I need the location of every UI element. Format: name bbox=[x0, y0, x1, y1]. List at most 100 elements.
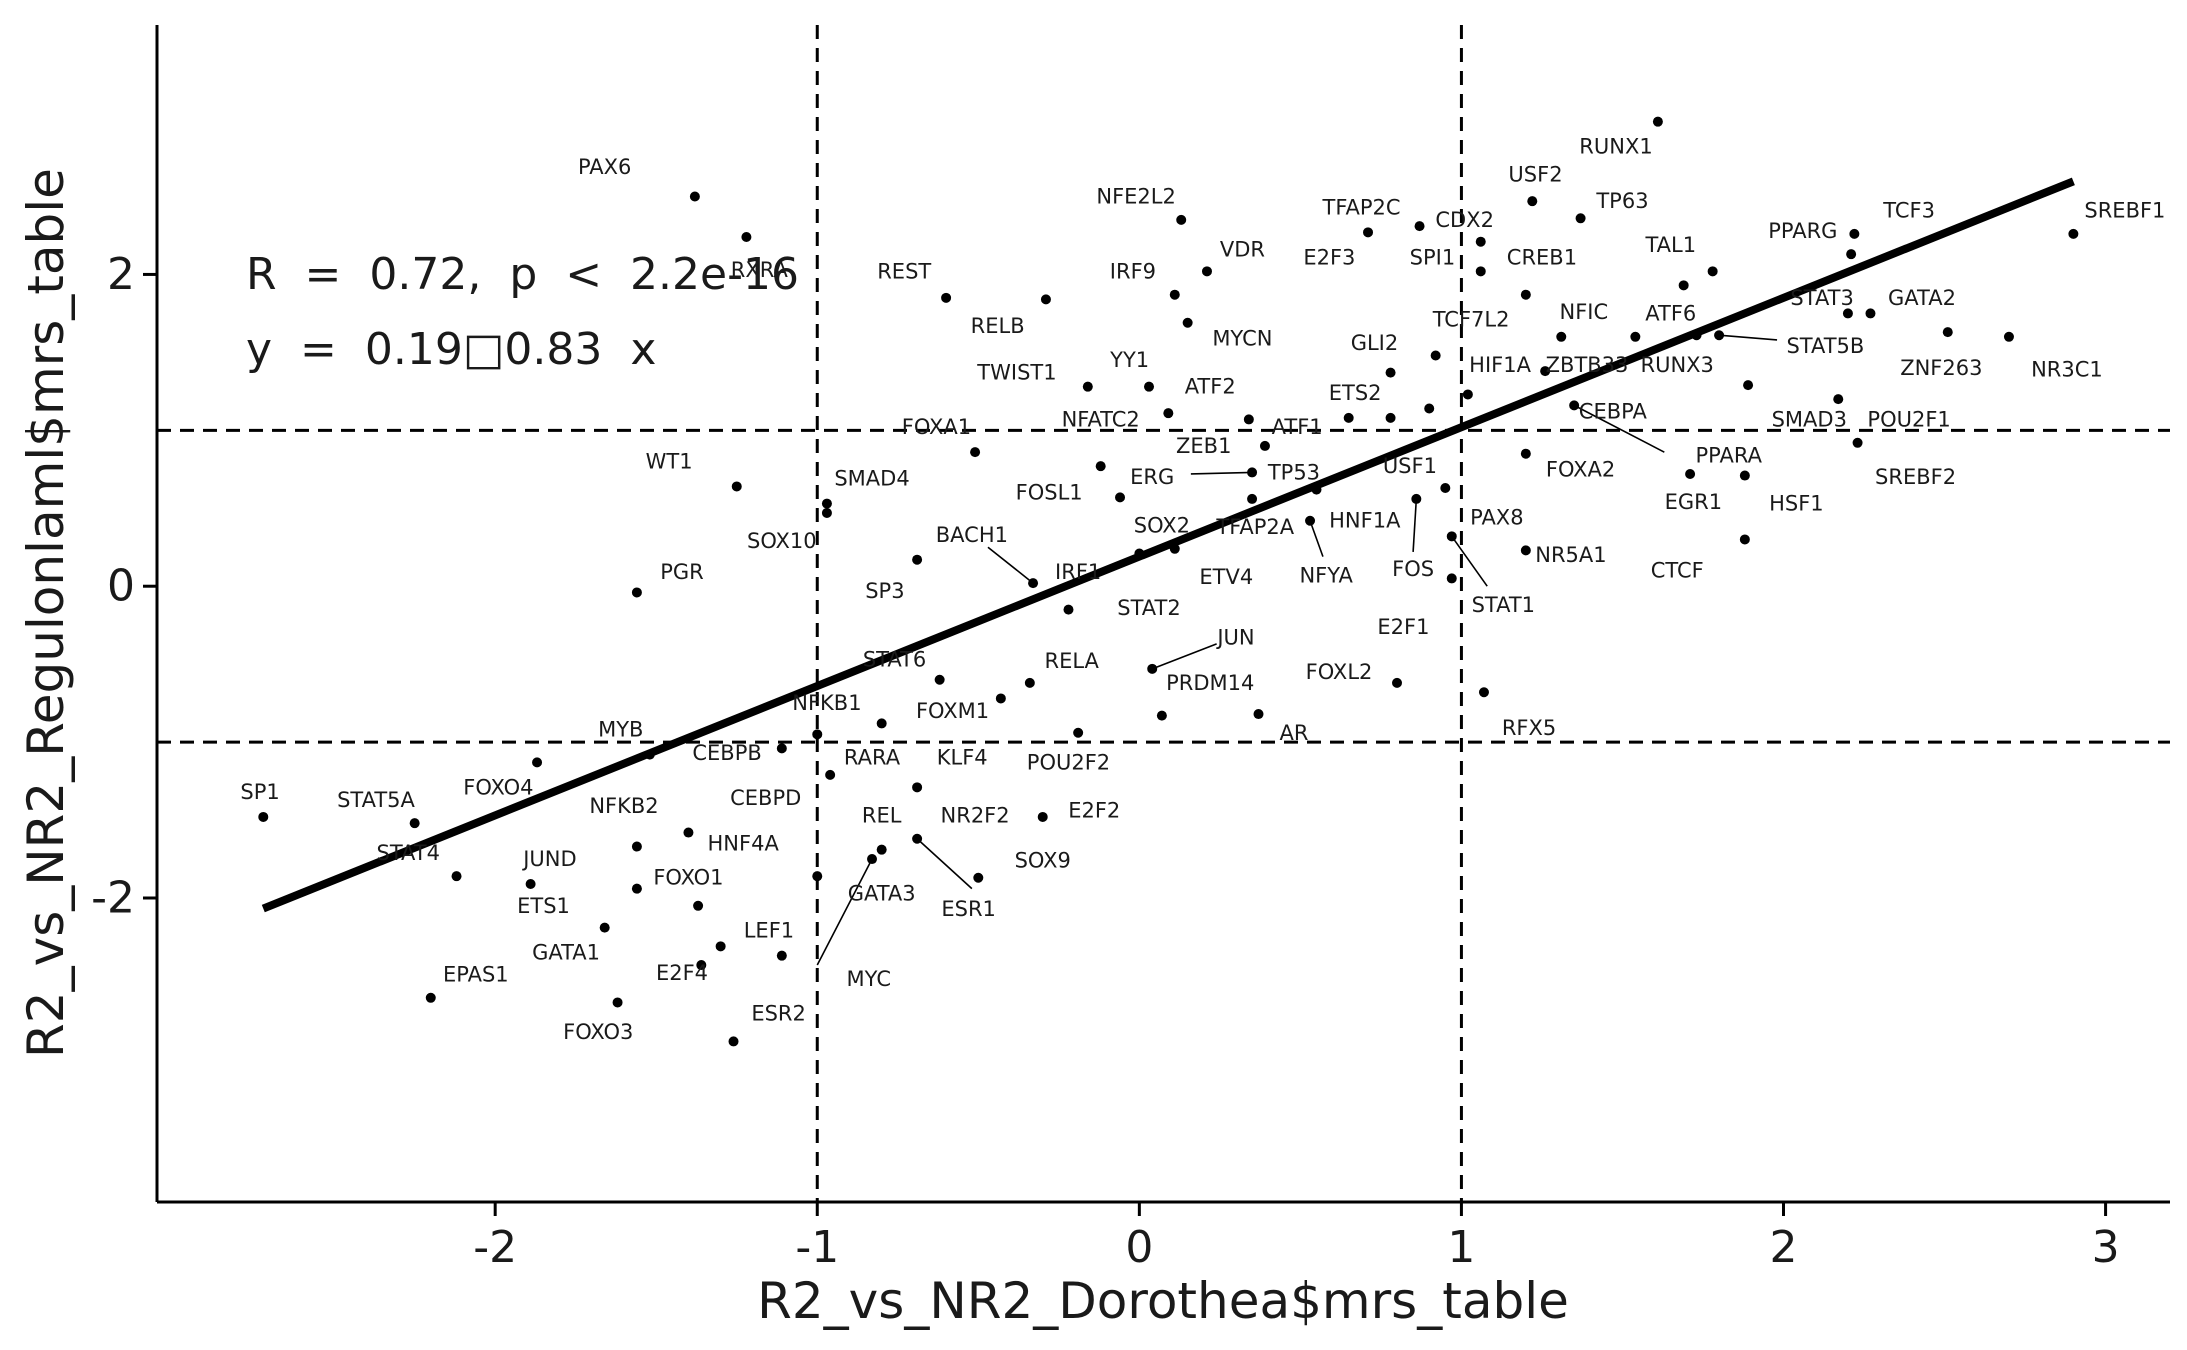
label-cebpa: CEBPA bbox=[1579, 400, 1648, 424]
label-nfya: NFYA bbox=[1299, 563, 1353, 587]
point-srebf2 bbox=[1852, 437, 1863, 448]
point-zbtb33 bbox=[1540, 366, 1551, 377]
point-nr5a1 bbox=[1520, 545, 1531, 556]
regression-equation: y = 0.19□0.83 x bbox=[246, 324, 656, 375]
label-cebpd: CEBPD bbox=[730, 786, 801, 810]
point-foxo1 bbox=[631, 883, 642, 894]
point-pgr bbox=[631, 587, 642, 598]
data-points bbox=[258, 116, 2079, 1047]
label-zbtb33: ZBTB33 bbox=[1546, 353, 1629, 377]
point-gata2 bbox=[1865, 308, 1876, 319]
label-nr5a1: NR5A1 bbox=[1535, 543, 1606, 567]
label-srebf2: SREBF2 bbox=[1875, 465, 1956, 489]
label-nfatc2: NFATC2 bbox=[1062, 407, 1140, 431]
point-ets1 bbox=[599, 922, 610, 933]
label-znf263: ZNF263 bbox=[1900, 356, 1982, 380]
leader-line-5 bbox=[1309, 520, 1324, 557]
label-usf2: USF2 bbox=[1508, 163, 1562, 187]
label-fosl1: FOSL1 bbox=[1016, 481, 1083, 505]
point-gata3 bbox=[876, 844, 887, 855]
leader-line-4 bbox=[1190, 471, 1253, 475]
point-hsf1 bbox=[1743, 380, 1754, 391]
point-mycn bbox=[1182, 317, 1193, 328]
label-rara: RARA bbox=[844, 746, 901, 770]
point-esr1 bbox=[912, 833, 923, 844]
point-klf4 bbox=[1024, 677, 1035, 688]
point-nr3c1 bbox=[2003, 331, 2014, 342]
point-stat4 bbox=[451, 871, 462, 882]
point-sox10 bbox=[821, 507, 832, 518]
point-atf1 bbox=[1259, 440, 1270, 451]
label-stat3: STAT3 bbox=[1790, 286, 1853, 310]
point-pparg bbox=[1707, 266, 1718, 277]
point-e2f4 bbox=[683, 827, 694, 838]
leader-line-7 bbox=[1451, 535, 1488, 587]
point-e2f1 bbox=[1446, 573, 1457, 584]
leader-line-9 bbox=[1719, 334, 1778, 341]
leader-line-2 bbox=[916, 838, 973, 890]
point-zeb1 bbox=[1243, 414, 1254, 425]
label-mycn: MYCN bbox=[1212, 326, 1272, 350]
point-stat2 bbox=[1134, 548, 1145, 559]
point-pou2f1 bbox=[1846, 249, 1857, 260]
label-jun: JUN bbox=[1215, 626, 1254, 650]
label-rxra: RXRA bbox=[731, 258, 789, 282]
x-axis-ticks: -2 -1 0 1 2 3 bbox=[473, 1202, 2120, 1273]
point-znf263 bbox=[1942, 327, 1953, 338]
label-e2f3: E2F3 bbox=[1303, 245, 1355, 269]
label-hnf4a: HNF4A bbox=[708, 831, 780, 855]
point-fos bbox=[1411, 493, 1422, 504]
point-nfkb2 bbox=[631, 841, 642, 852]
point-lef1 bbox=[776, 950, 787, 961]
point-tp53 bbox=[1247, 493, 1258, 504]
point-rara bbox=[825, 769, 836, 780]
point-hnf1a bbox=[1424, 403, 1435, 414]
point-pax8 bbox=[1440, 483, 1451, 494]
label-srebf1: SREBF1 bbox=[2084, 199, 2165, 223]
label-lef1: LEF1 bbox=[744, 919, 794, 943]
point-vdr bbox=[1201, 266, 1212, 277]
point-prdm14 bbox=[1156, 710, 1167, 721]
label-gli2: GLI2 bbox=[1351, 331, 1399, 355]
point-tfap2a bbox=[1311, 484, 1322, 495]
point-rfx5 bbox=[1478, 687, 1489, 698]
label-runx3: RUNX3 bbox=[1641, 353, 1714, 377]
label-leader-lines bbox=[816, 334, 1778, 966]
label-prdm14: PRDM14 bbox=[1166, 671, 1254, 695]
point-e2f2 bbox=[1037, 811, 1048, 822]
label-sox10: SOX10 bbox=[747, 529, 817, 553]
label-fos: FOS bbox=[1392, 557, 1434, 581]
point-tcf3 bbox=[1849, 228, 1860, 239]
label-wt1: WT1 bbox=[646, 450, 693, 474]
point-twist1 bbox=[1082, 381, 1093, 392]
leader-line-8 bbox=[1573, 404, 1665, 453]
point-creb1 bbox=[1520, 289, 1531, 300]
label-sox9: SOX9 bbox=[1015, 849, 1071, 873]
x-tick-label: 2 bbox=[1770, 1222, 1798, 1273]
label-sox2: SOX2 bbox=[1134, 513, 1190, 537]
point-hnf4a bbox=[715, 941, 726, 952]
label-egr1: EGR1 bbox=[1665, 490, 1723, 514]
label-foxa1: FOXA1 bbox=[902, 415, 971, 439]
label-stat4: STAT4 bbox=[376, 841, 439, 865]
leader-line-1 bbox=[816, 858, 873, 966]
point-epas1 bbox=[425, 992, 436, 1003]
y-tick-label: 0 bbox=[107, 561, 135, 612]
label-atf6: ATF6 bbox=[1645, 301, 1696, 325]
point-jund bbox=[525, 878, 536, 889]
label-nfkb1: NFKB1 bbox=[792, 691, 861, 715]
point-foxo3 bbox=[696, 960, 707, 971]
point-hif1a bbox=[1462, 389, 1473, 400]
label-epas1: EPAS1 bbox=[443, 962, 509, 986]
label-hnf1a: HNF1A bbox=[1329, 509, 1401, 533]
label-foxo3: FOXO3 bbox=[563, 1020, 633, 1044]
label-tfap2c: TFAP2C bbox=[1322, 195, 1401, 219]
label-smad4: SMAD4 bbox=[834, 467, 909, 491]
label-bach1: BACH1 bbox=[936, 523, 1008, 547]
point-bach1 bbox=[912, 554, 923, 565]
y-tick-label: 2 bbox=[107, 249, 135, 300]
point-foxm1 bbox=[876, 718, 887, 729]
label-klf4: KLF4 bbox=[937, 746, 988, 770]
label-gata2: GATA2 bbox=[1888, 286, 1956, 310]
point-nfe2l2 bbox=[1176, 214, 1187, 225]
